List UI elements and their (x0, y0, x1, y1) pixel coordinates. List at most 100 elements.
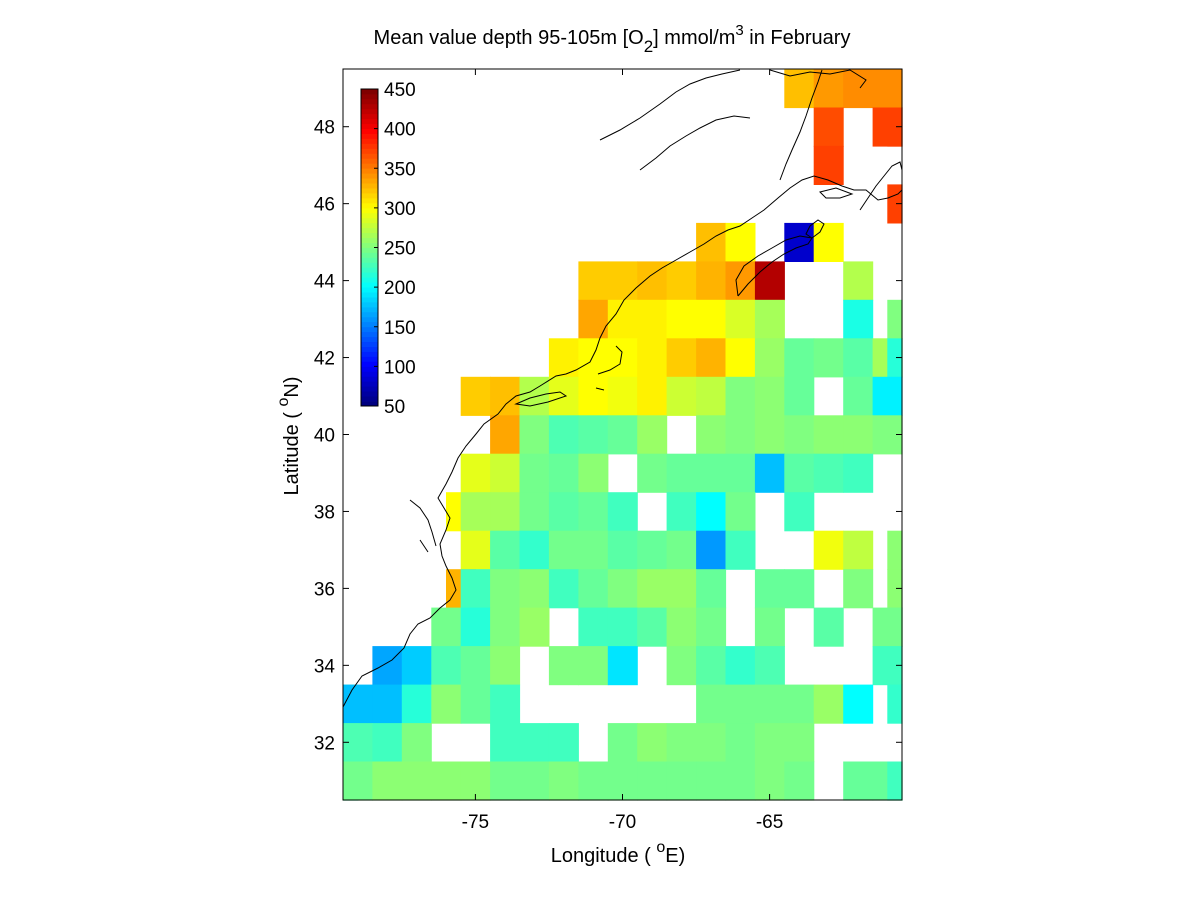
heatmap-cell (813, 607, 844, 647)
heatmap-cell (490, 492, 521, 532)
colorbar-segment (361, 361, 378, 367)
coastline-chesapeake (409, 499, 437, 553)
heatmap-cell (887, 761, 903, 801)
y-tick-label: 38 (314, 502, 335, 523)
colorbar-segment (361, 158, 378, 164)
heatmap-cell (490, 723, 521, 763)
colorbar-segment (361, 197, 378, 204)
colorbar-segment (361, 252, 378, 258)
colorbar-segment (361, 376, 378, 382)
heatmap-cell (872, 69, 903, 109)
y-tick-label: 44 (314, 272, 336, 293)
heatmap-cell (754, 723, 785, 763)
coastline-long-island (514, 391, 568, 407)
heatmap-cell (754, 376, 785, 416)
y-tick-label: 46 (314, 195, 335, 216)
colorbar-segment (361, 237, 378, 243)
heatmap-cell (637, 607, 668, 647)
colorbar-segment (361, 331, 378, 338)
heatmap-cell (725, 761, 756, 801)
heatmap-cell (696, 376, 727, 416)
heatmap-cell (548, 492, 579, 532)
heatmap-cell (460, 453, 491, 493)
heatmap-cell (548, 530, 579, 570)
heatmap-cell (725, 530, 756, 570)
heatmap-cell (666, 569, 697, 609)
heatmap-cell (666, 492, 697, 532)
colorbar-tick-label: 200 (384, 278, 416, 299)
colorbar-tick-label: 400 (384, 120, 416, 141)
heatmap-cell (548, 646, 579, 686)
coastline (342, 69, 903, 708)
heatmap-cell (519, 761, 550, 801)
heatmap-cells (343, 69, 903, 801)
colorbar-tick-label: 150 (384, 318, 416, 339)
colorbar-tick-label: 300 (384, 199, 416, 220)
colorbar-segment (361, 217, 378, 224)
heatmap-cell (887, 684, 903, 724)
heatmap-cell (813, 684, 844, 724)
heatmap-cell (578, 492, 609, 532)
heatmap-cell (607, 607, 638, 647)
colorbar-segment (361, 148, 378, 154)
colorbar-segment (361, 103, 378, 110)
colorbar-segment (361, 396, 378, 402)
heatmap-cell (887, 299, 903, 339)
heatmap-cell (607, 569, 638, 609)
colorbar-segment (361, 128, 378, 134)
heatmap-cell (607, 530, 638, 570)
heatmap-cell (754, 453, 785, 493)
heatmap-cell (872, 376, 903, 416)
colorbar-segment (361, 202, 378, 209)
colorbar-segment (361, 297, 378, 303)
heatmap-cell (843, 261, 874, 301)
heatmap-cell (578, 453, 609, 493)
heatmap-cell (343, 684, 373, 724)
heatmap-cell (490, 684, 521, 724)
heatmap-cell (490, 607, 521, 647)
coastline-mainland (342, 175, 903, 708)
heatmap-cell (696, 453, 727, 493)
y-axis-label: Latitude ( oN) (275, 377, 303, 496)
colorbar-segment (361, 143, 378, 149)
heatmap-cell (843, 415, 874, 455)
heatmap-cell (754, 299, 785, 339)
heatmap-cell (460, 684, 491, 724)
heatmap-cell (490, 761, 521, 801)
colorbar-segment (361, 193, 378, 199)
y-tick-label: 40 (314, 426, 335, 447)
heatmap-cell (813, 415, 844, 455)
heatmap-cell (637, 376, 668, 416)
heatmap-cell (519, 723, 550, 763)
heatmap-cell (725, 299, 756, 339)
heatmap-cell (725, 684, 756, 724)
colorbar-segment (361, 336, 378, 343)
heatmap-cell (813, 107, 844, 147)
heatmap-cell (887, 530, 903, 570)
colorbar-segment (361, 321, 378, 328)
colorbar-segment (361, 301, 378, 308)
heatmap-cell (696, 222, 727, 262)
heatmap-cell (401, 646, 432, 686)
colorbar-segment (361, 98, 378, 105)
y-tick-label: 48 (314, 118, 335, 139)
colorbar-segment (361, 277, 378, 283)
colorbar-tick-label: 350 (384, 159, 416, 180)
heatmap-cell (666, 338, 697, 378)
heatmap-cell (725, 222, 756, 262)
colorbar-tick-label: 250 (384, 239, 416, 260)
colorbar-segment (361, 351, 378, 357)
colorbar-segment (361, 178, 378, 184)
coastline-cape-cod (595, 345, 623, 391)
heatmap-cell (578, 646, 609, 686)
colorbar-segment (361, 391, 378, 397)
heatmap-cell (887, 569, 903, 609)
heatmap-cell (725, 723, 756, 763)
heatmap-cell (401, 761, 432, 801)
colorbar-segment (361, 311, 378, 318)
chart-title: Mean value depth 95-105m [O2] mmol/m3 in… (374, 22, 851, 56)
colorbar-segment (361, 282, 378, 288)
heatmap-cell (490, 415, 521, 455)
heatmap-cell (843, 338, 874, 378)
colorbar-tick-label: 100 (384, 357, 416, 378)
